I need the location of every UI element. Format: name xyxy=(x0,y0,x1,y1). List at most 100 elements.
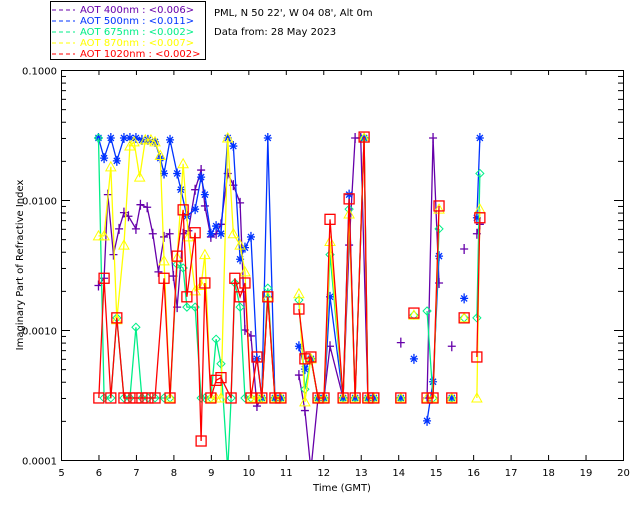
data-point-square xyxy=(471,351,483,363)
data-point-asterisk xyxy=(216,228,225,239)
data-point-asterisk xyxy=(197,172,206,183)
data-point-square xyxy=(458,312,470,324)
data-point-asterisk xyxy=(435,251,444,262)
data-point-triangle xyxy=(199,248,211,260)
data-point-asterisk xyxy=(472,212,481,223)
data-point-square xyxy=(136,392,148,404)
data-point-plus xyxy=(429,132,438,143)
y-tick-label: 0.0010 xyxy=(22,327,57,338)
data-point-square xyxy=(171,250,183,262)
data-point-square xyxy=(225,392,237,404)
data-point-triangle xyxy=(104,160,117,172)
x-tick-label: 16 xyxy=(467,468,480,479)
data-point-square xyxy=(312,392,324,404)
data-point-square xyxy=(408,307,420,319)
data-point-square xyxy=(205,392,217,404)
data-point-triangle xyxy=(234,239,246,250)
data-point-square xyxy=(305,351,317,363)
data-point-square xyxy=(337,392,349,404)
data-point-asterisk xyxy=(300,364,309,375)
series-line xyxy=(476,217,481,358)
data-point-asterisk xyxy=(263,132,272,143)
data-point-square xyxy=(362,392,374,404)
data-point-square xyxy=(269,392,281,404)
data-point-asterisk xyxy=(112,155,121,166)
data-point-triangle xyxy=(471,391,483,403)
x-tick-label: 18 xyxy=(542,468,555,479)
data-point-square xyxy=(293,303,305,315)
data-point-square xyxy=(195,435,207,447)
data-point-triangle xyxy=(158,254,170,266)
legend-entry: AOT 675nm : <0.002> xyxy=(80,27,194,38)
data-point-square xyxy=(142,392,154,404)
y-tick-label: 0.0100 xyxy=(22,197,57,208)
data-point-square xyxy=(251,351,263,363)
data-point-asterisk xyxy=(94,132,103,143)
series-line xyxy=(427,205,440,399)
data-point-square xyxy=(446,392,458,404)
data-point-asterisk xyxy=(131,132,140,143)
data-point-asterisk xyxy=(206,228,215,239)
data-point-square xyxy=(358,131,370,143)
data-point-asterisk xyxy=(246,231,255,242)
data-point-triangle xyxy=(394,391,407,403)
data-point-asterisk xyxy=(345,189,354,200)
data-point-square xyxy=(181,291,193,303)
data-point-asterisk xyxy=(125,132,134,143)
data-point-asterisk xyxy=(119,132,128,143)
data-point-square xyxy=(318,392,330,404)
data-point-plus xyxy=(191,184,200,195)
data-point-plus xyxy=(119,207,128,218)
data-point-asterisk xyxy=(236,254,245,265)
x-tick-label: 20 xyxy=(617,468,630,479)
data-point-asterisk xyxy=(160,168,169,179)
data-point-asterisk xyxy=(191,204,200,215)
series-line xyxy=(98,209,281,442)
data-point-square xyxy=(111,312,123,324)
data-point-square xyxy=(395,392,407,404)
data-point-square xyxy=(349,392,361,404)
x-tick-label: 11 xyxy=(280,468,293,479)
data-point-triangle xyxy=(195,279,207,290)
y-tick-label: 0.1000 xyxy=(22,67,57,78)
data-point-square xyxy=(368,392,380,404)
series-line xyxy=(476,137,481,218)
data-point-triangle xyxy=(255,391,268,403)
data-point-triangle xyxy=(408,309,420,320)
data-point-triangle xyxy=(128,135,140,147)
data-point-triangle xyxy=(349,391,361,403)
plot-frame xyxy=(61,70,624,461)
data-point-diamond xyxy=(422,306,432,316)
data-point-plus xyxy=(345,240,354,251)
data-point-asterisk xyxy=(460,293,469,304)
data-point-plus xyxy=(148,228,157,239)
data-point-asterisk xyxy=(369,392,378,403)
data-point-square xyxy=(262,291,274,303)
data-point-asterisk xyxy=(409,353,418,364)
data-point-plus xyxy=(160,231,169,242)
legend-entry: AOT 400nm : <0.006> xyxy=(80,5,194,16)
data-point-triangle xyxy=(458,311,470,323)
data-point-square xyxy=(118,392,130,404)
data-point-plus xyxy=(165,228,174,239)
data-point-plus xyxy=(396,337,405,348)
data-point-plus xyxy=(109,249,118,260)
data-point-square xyxy=(124,392,136,404)
data-point-square xyxy=(421,392,433,404)
data-point-diamond xyxy=(93,133,104,143)
data-point-triangle xyxy=(92,229,105,241)
data-point-asterisk xyxy=(166,134,175,145)
data-point-plus xyxy=(294,370,303,381)
data-point-plus xyxy=(447,341,456,352)
data-point-plus xyxy=(143,202,152,213)
legend-box: AOT 400nm : <0.006>AOT 500nm : <0.011>AO… xyxy=(50,1,206,60)
x-tick-label: 19 xyxy=(580,468,593,479)
legend-entry: AOT 500nm : <0.011> xyxy=(80,16,194,27)
data-point-square xyxy=(164,392,176,404)
data-point-triangle xyxy=(118,239,130,250)
data-point-asterisk xyxy=(240,242,249,253)
x-tick-label: 13 xyxy=(355,468,368,479)
data-point-square xyxy=(299,353,311,365)
data-point-square xyxy=(433,200,445,212)
data-point-triangle xyxy=(98,229,110,241)
